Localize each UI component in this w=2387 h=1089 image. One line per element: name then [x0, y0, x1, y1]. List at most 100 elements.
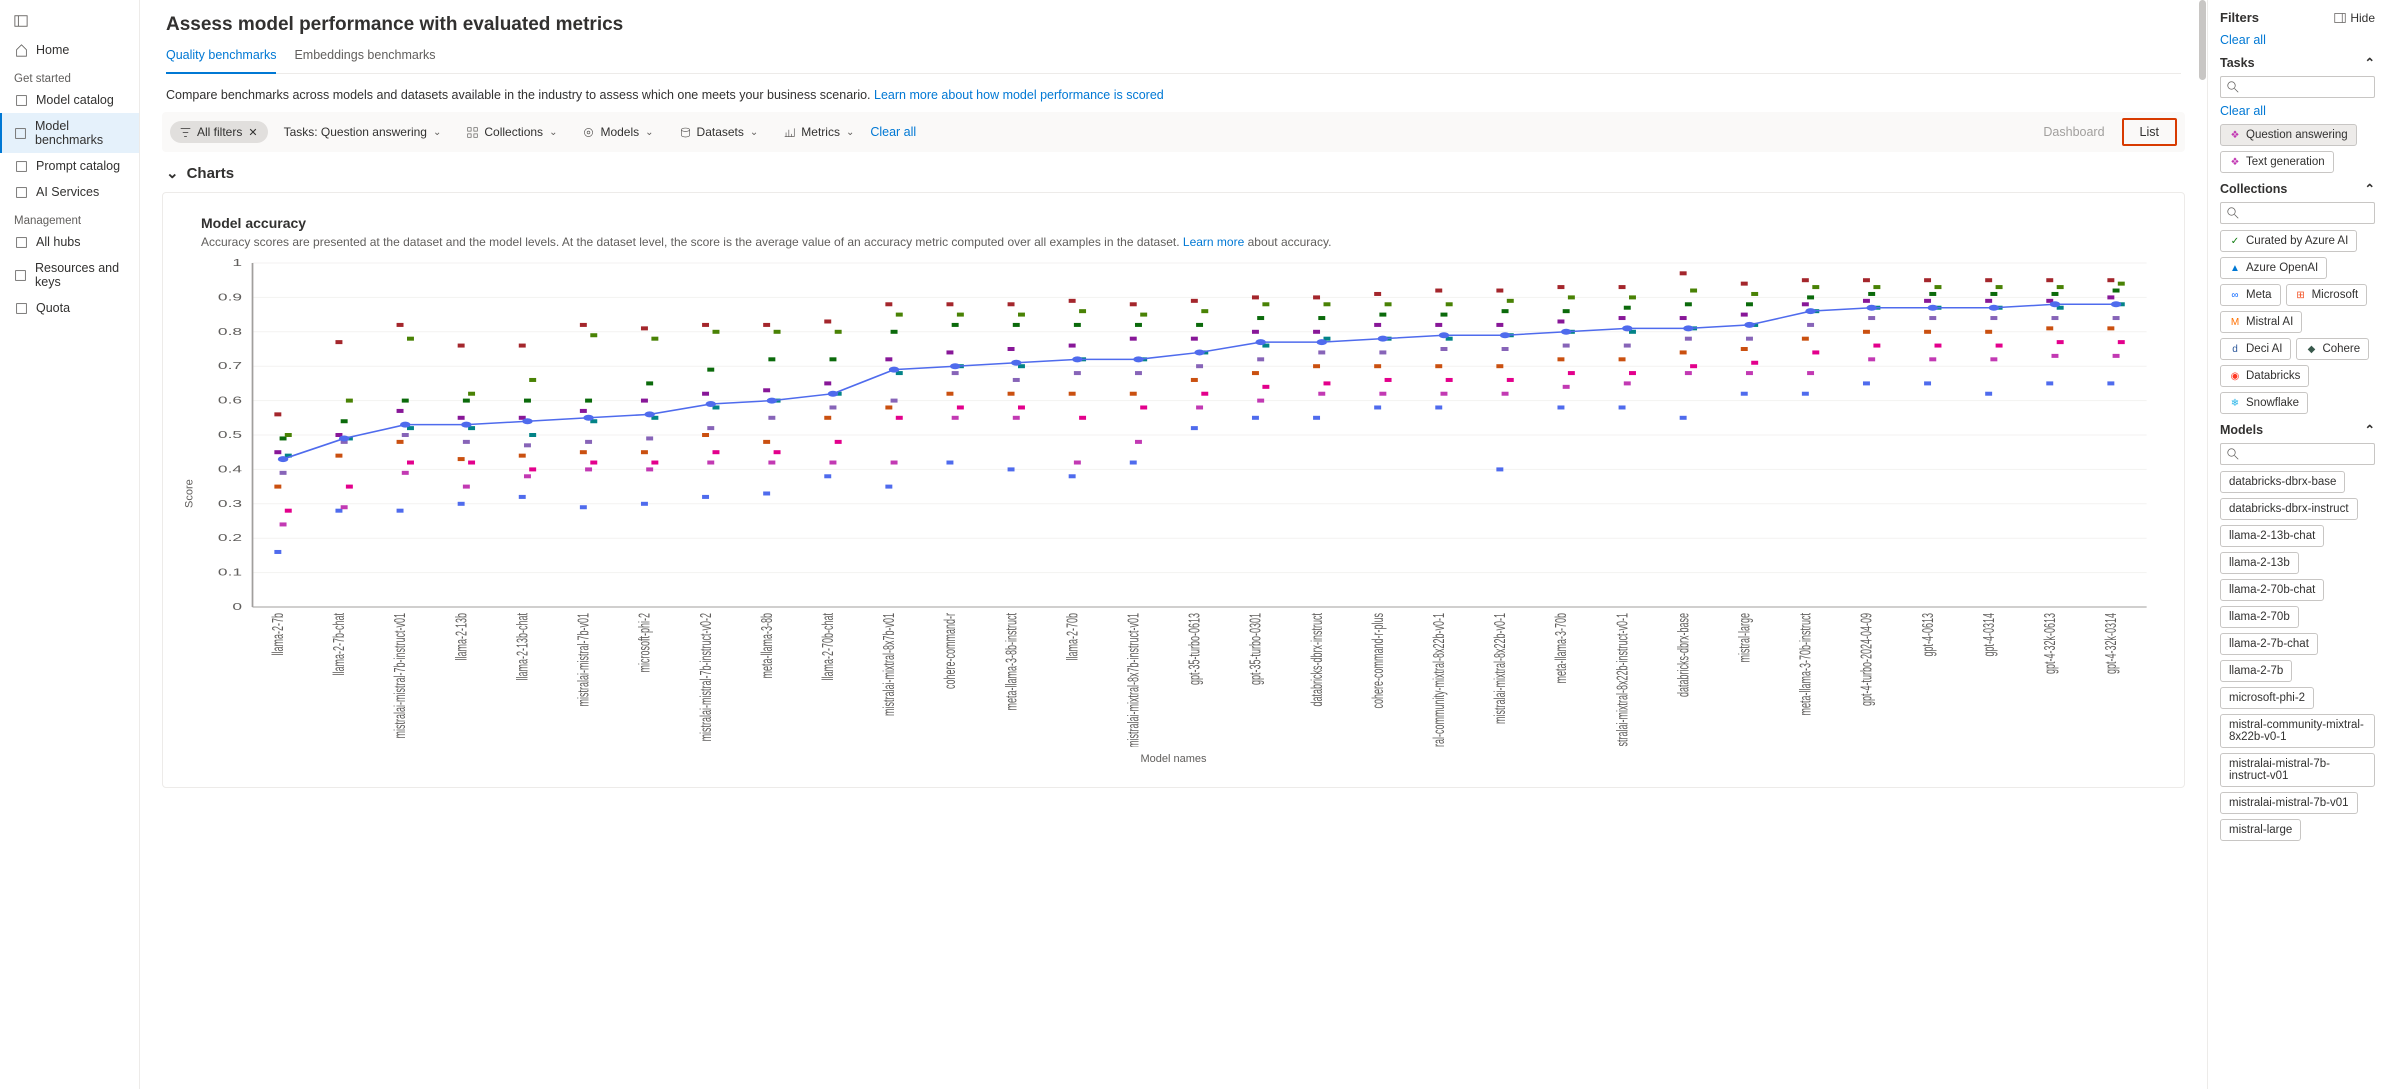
- chevron-up-icon: ⌃: [2365, 181, 2375, 196]
- collection-chip-label: Deci AI: [2246, 343, 2282, 355]
- tab[interactable]: Quality benchmarks: [166, 44, 276, 74]
- tasks-search[interactable]: [2220, 76, 2375, 98]
- nav-item[interactable]: Quota: [0, 295, 139, 321]
- tasks-group-header[interactable]: Tasks ⌃: [2220, 55, 2375, 70]
- nav-item[interactable]: Model catalog: [0, 87, 139, 113]
- models-search[interactable]: [2220, 443, 2375, 465]
- datasets-filter-label: Datasets: [697, 125, 744, 139]
- model-chip[interactable]: llama-2-7b-chat: [2220, 633, 2318, 655]
- nav-item[interactable]: All hubs: [0, 229, 139, 255]
- collection-chip[interactable]: ❄Snowflake: [2220, 392, 2308, 414]
- svg-text:gpt-4-0314: gpt-4-0314: [1979, 613, 1997, 657]
- svg-text:0.3: 0.3: [218, 498, 242, 509]
- nav-item-label: Prompt catalog: [36, 159, 120, 173]
- collections-filter-label: Collections: [484, 125, 543, 139]
- collection-chip-icon: ▲: [2229, 262, 2241, 274]
- metrics-icon: [784, 127, 795, 138]
- list-view-button[interactable]: List: [2122, 118, 2177, 146]
- models-filter-pill[interactable]: Models ⌄: [573, 121, 663, 143]
- model-chip[interactable]: mistral-community-mixtral-8x22b-v0-1: [2220, 714, 2375, 748]
- chevron-down-icon: ⌄: [433, 127, 441, 138]
- collection-chip[interactable]: d Deci AI: [2220, 338, 2291, 360]
- model-chip[interactable]: databricks-dbrx-base: [2220, 471, 2345, 493]
- collections-search[interactable]: [2220, 202, 2375, 224]
- all-filters-pill[interactable]: All filters ✕: [170, 121, 268, 143]
- svg-text:meta-llama-3-70b-instruct: meta-llama-3-70b-instruct: [1796, 613, 1814, 716]
- model-chip[interactable]: mistralai-mistral-7b-v01: [2220, 792, 2358, 814]
- nav-item-icon: [14, 159, 28, 173]
- model-chip[interactable]: llama-2-70b-chat: [2220, 579, 2324, 601]
- nav-item[interactable]: Resources and keys: [0, 255, 139, 295]
- chevron-down-icon: ⌄: [750, 127, 758, 138]
- models-group-label: Models: [2220, 423, 2263, 437]
- task-chip[interactable]: ❖Question answering: [2220, 124, 2357, 146]
- nav-home[interactable]: Home: [0, 37, 139, 63]
- svg-text:cohere-command-r: cohere-command-r: [940, 612, 958, 689]
- filters-clear-all[interactable]: Clear all: [2220, 33, 2375, 47]
- charts-section-header[interactable]: ⌄ Charts: [166, 164, 2181, 182]
- chart-x-label: Model names: [183, 753, 2164, 765]
- collection-chip[interactable]: ⊞Microsoft: [2286, 284, 2368, 306]
- model-chip[interactable]: llama-2-13b: [2220, 552, 2299, 574]
- scrollbar[interactable]: [2197, 0, 2207, 1089]
- nav-item-label: Model benchmarks: [35, 119, 125, 147]
- home-icon: [14, 43, 28, 57]
- chart-learn-more-link[interactable]: Learn more: [1183, 235, 1244, 249]
- nav-item[interactable]: Prompt catalog: [0, 153, 139, 179]
- collapse-nav-button[interactable]: [0, 8, 139, 37]
- datasets-filter-pill[interactable]: Datasets ⌄: [670, 121, 769, 143]
- collection-chip[interactable]: ∞Meta: [2220, 284, 2281, 306]
- collection-chip-icon: ❄: [2229, 397, 2241, 409]
- chevron-down-icon: ⌄: [166, 164, 179, 182]
- collection-chip[interactable]: ▲Azure OpenAI: [2220, 257, 2327, 279]
- search-icon: [2227, 207, 2239, 219]
- chevron-down-icon: ⌄: [645, 127, 653, 138]
- filter-icon: [180, 127, 191, 138]
- model-chip[interactable]: llama-2-13b-chat: [2220, 525, 2324, 547]
- task-chip[interactable]: ❖ Text generation: [2220, 151, 2334, 173]
- svg-text:0.8: 0.8: [218, 326, 242, 337]
- chevron-up-icon: ⌃: [2365, 55, 2375, 70]
- model-chip[interactable]: databricks-dbrx-instruct: [2220, 498, 2358, 520]
- svg-text:mistral-community-mixtral-8x22: mistral-community-mixtral-8x22b-v0-1: [1429, 613, 1447, 747]
- svg-text:meta-llama-3-8b-instruct: meta-llama-3-8b-instruct: [1002, 613, 1020, 711]
- search-icon: [2227, 81, 2239, 93]
- collection-chip-icon: ✓: [2229, 235, 2241, 247]
- collection-chip[interactable]: ✓Curated by Azure AI: [2220, 230, 2357, 252]
- learn-more-link[interactable]: Learn more about how model performance i…: [874, 88, 1164, 102]
- collection-chip[interactable]: ◆Cohere: [2296, 338, 2369, 360]
- model-chip[interactable]: llama-2-7b: [2220, 660, 2292, 682]
- filter-clear-all[interactable]: Clear all: [870, 125, 916, 139]
- nav-item[interactable]: AI Services: [0, 179, 139, 205]
- collection-chip-icon: M: [2229, 316, 2241, 328]
- collection-chip[interactable]: MMistral AI: [2220, 311, 2302, 333]
- collection-chip-label: Microsoft: [2312, 289, 2359, 301]
- chevron-down-icon: ⌄: [549, 127, 557, 138]
- collections-group-header[interactable]: Collections ⌃: [2220, 181, 2375, 196]
- model-chip[interactable]: microsoft-phi-2: [2220, 687, 2314, 709]
- collection-chip-icon: d: [2229, 343, 2241, 355]
- collection-chip[interactable]: ◉Databricks: [2220, 365, 2309, 387]
- tasks-filter-pill[interactable]: Tasks: Question answering ⌄: [274, 121, 452, 143]
- svg-text:mistralai-mixtral-8x22b-instru: mistralai-mixtral-8x22b-instruct-v0-1: [1613, 613, 1631, 747]
- collections-filter-pill[interactable]: Collections ⌄: [457, 121, 567, 143]
- svg-text:mistralai-mixtral-8x22b-v0-1: mistralai-mixtral-8x22b-v0-1: [1490, 613, 1508, 724]
- model-chip[interactable]: mistralai-mistral-7b-instruct-v01: [2220, 753, 2375, 787]
- task-chip-icon: ❖: [2229, 156, 2241, 168]
- model-chip[interactable]: llama-2-70b: [2220, 606, 2299, 628]
- task-chip-label: Text generation: [2246, 156, 2325, 168]
- tasks-filter-label: Tasks: Question answering: [284, 125, 427, 139]
- svg-text:databricks-dbrx-base: databricks-dbrx-base: [1674, 613, 1692, 697]
- models-group-header[interactable]: Models ⌃: [2220, 422, 2375, 437]
- hide-filters-button[interactable]: Hide: [2334, 11, 2375, 25]
- nav-item-label: All hubs: [36, 235, 80, 249]
- chevron-up-icon: ⌃: [2365, 422, 2375, 437]
- metrics-filter-pill[interactable]: Metrics ⌄: [774, 121, 864, 143]
- model-chip[interactable]: mistral-large: [2220, 819, 2301, 841]
- tasks-clear-all[interactable]: Clear all: [2220, 104, 2375, 118]
- nav-item[interactable]: Model benchmarks: [0, 113, 139, 153]
- scrollbar-thumb[interactable]: [2199, 0, 2206, 80]
- dashboard-view-button[interactable]: Dashboard: [2026, 119, 2121, 145]
- svg-text:0.4: 0.4: [218, 464, 242, 475]
- tab[interactable]: Embeddings benchmarks: [294, 44, 435, 73]
